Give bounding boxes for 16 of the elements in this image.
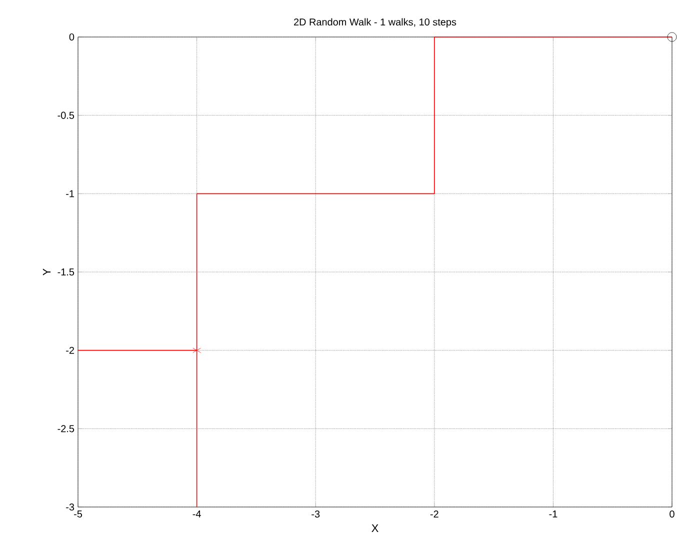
x-tick-label: -3 (312, 510, 320, 518)
y-tick-label: -1.5 (58, 268, 74, 276)
y-axis-title: Y (42, 268, 50, 276)
y-tick-label: -2.5 (58, 425, 74, 432)
x-tick-label: -5 (74, 510, 82, 518)
x-tick-label: -1 (549, 510, 558, 518)
chart-title: 2D Random Walk - 1 walks, 10 steps (294, 18, 456, 28)
y-tick-label: -0.5 (58, 112, 74, 119)
x-axis-title: X (372, 524, 378, 532)
y-tick-label: -3 (66, 503, 74, 511)
x-tick-label: 0 (670, 510, 674, 518)
y-tick-label: -2 (66, 346, 74, 354)
y-tick-label: 0 (69, 33, 74, 41)
y-tick-label: -1 (66, 190, 74, 198)
x-tick-label: -4 (192, 510, 201, 518)
x-tick-label: -2 (430, 510, 438, 518)
